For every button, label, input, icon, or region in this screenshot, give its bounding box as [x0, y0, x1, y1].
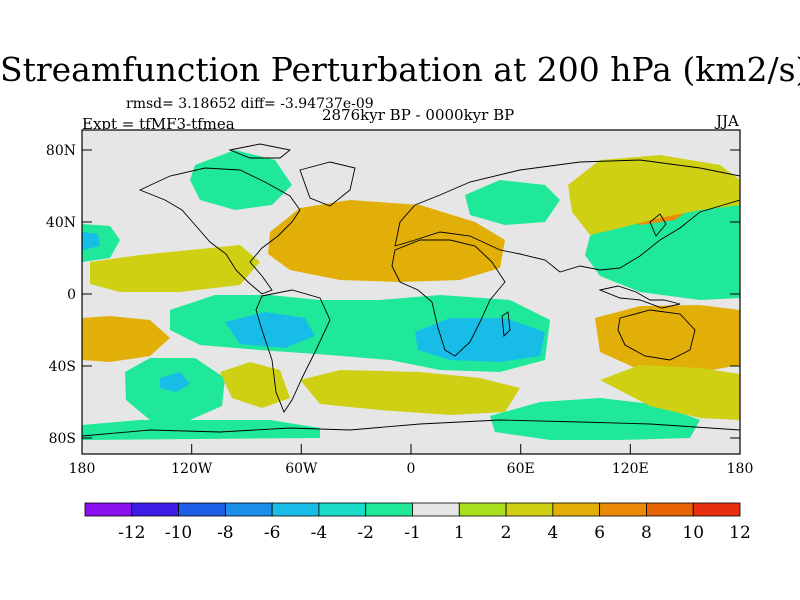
y-tick-80n: 80N: [46, 143, 76, 159]
colorbar-swatch: [646, 502, 694, 517]
stats-label: rmsd= 3.18652 diff= -3.94737e-09: [126, 96, 374, 112]
coast-japan: [649, 213, 667, 237]
x-tick-0: 0: [407, 461, 416, 477]
field-region: [490, 398, 700, 440]
field-region: [82, 232, 100, 250]
x-tick-120e: 120E: [612, 461, 649, 477]
coast-south-america: [255, 289, 331, 413]
colorbar-swatch: [599, 502, 647, 517]
period-label: 2876kyr BP - 0000kyr BP: [322, 106, 515, 124]
field-region: [600, 365, 740, 420]
field-region: [160, 372, 190, 392]
colorbar-swatch: [318, 502, 367, 517]
field-contours: [82, 150, 740, 440]
coast-africa: [391, 239, 506, 357]
coast-antarctica: [82, 419, 740, 437]
x-tick-60e: 60E: [507, 461, 535, 477]
y-tick-80s: 80S: [49, 431, 76, 447]
field-region: [568, 155, 740, 235]
field-region: [268, 200, 505, 282]
colorbar-label: -4: [311, 523, 328, 543]
colorbar-label: 4: [547, 523, 558, 543]
colorbar-swatch: [458, 502, 507, 517]
y-axis-labels: 80N 40N 0 40S 80S: [46, 143, 76, 447]
colorbar-label: 8: [641, 523, 652, 543]
colorbar-label: -12: [118, 523, 145, 543]
y-tick-0: 0: [67, 287, 76, 303]
field-region: [225, 312, 315, 348]
colorbar-swatch: [505, 502, 554, 517]
x-axis-labels: 180 120W 60W 0 60E 120E 180: [69, 461, 754, 477]
colorbar-label: -10: [165, 523, 192, 543]
x-tick-60w: 60W: [285, 461, 318, 477]
field-region: [82, 420, 320, 440]
coast-eurasia: [394, 159, 740, 273]
colorbar-swatch: [365, 502, 413, 517]
x-tick-180w: 180: [69, 461, 96, 477]
coast-australia: [617, 309, 696, 361]
colorbar-swatch: [692, 502, 741, 517]
coastlines: [82, 143, 740, 437]
coast-north-america: [138, 167, 301, 295]
colorbar-swatch: [84, 502, 133, 517]
colorbar-label: -8: [217, 523, 234, 543]
field-region: [90, 245, 260, 292]
field-region: [595, 305, 740, 372]
colorbar-label: 6: [594, 523, 605, 543]
colorbar-label: 12: [729, 523, 751, 543]
y-axis-ticks: [82, 149, 740, 439]
experiment-label: Expt = tfMF3-tfmea: [82, 115, 235, 133]
colorbar-label: 10: [682, 523, 704, 543]
colorbar-swatch: [271, 502, 320, 517]
coast-arctic-islands: [228, 143, 292, 159]
colorbar-label: 1: [454, 523, 465, 543]
colorbar-label: -1: [404, 523, 421, 543]
colorbar-swatch: [224, 502, 273, 517]
coast-maritime-continent: [598, 285, 681, 309]
colorbar-swatch: [131, 502, 179, 517]
season-label: JJA: [716, 112, 739, 130]
y-tick-40n: 40N: [46, 215, 76, 231]
y-tick-40s: 40S: [49, 359, 76, 375]
colorbar-label: 2: [501, 523, 512, 543]
field-region: [82, 316, 170, 362]
x-tick-120w: 120W: [171, 461, 213, 477]
field-region: [300, 370, 520, 415]
field-region: [465, 180, 560, 225]
coast-greenland: [299, 161, 356, 207]
field-region: [220, 362, 290, 408]
colorbar-swatch: [412, 502, 460, 517]
x-tick-180e: 180: [727, 461, 754, 477]
colorbar: -12 -10 -8 -6 -4 -2 -1 1 2 4 6 8 10 12: [84, 502, 751, 543]
field-region: [190, 150, 292, 210]
colorbar-label: -6: [264, 523, 281, 543]
x-axis-ticks: [81, 444, 741, 454]
coast-madagascar: [501, 311, 511, 337]
colorbar-swatch: [552, 502, 601, 517]
chart-title: Streamfunction Perturbation at 200 hPa (…: [0, 50, 800, 89]
colorbar-label: -2: [357, 523, 374, 543]
colorbar-swatch: [178, 502, 226, 517]
